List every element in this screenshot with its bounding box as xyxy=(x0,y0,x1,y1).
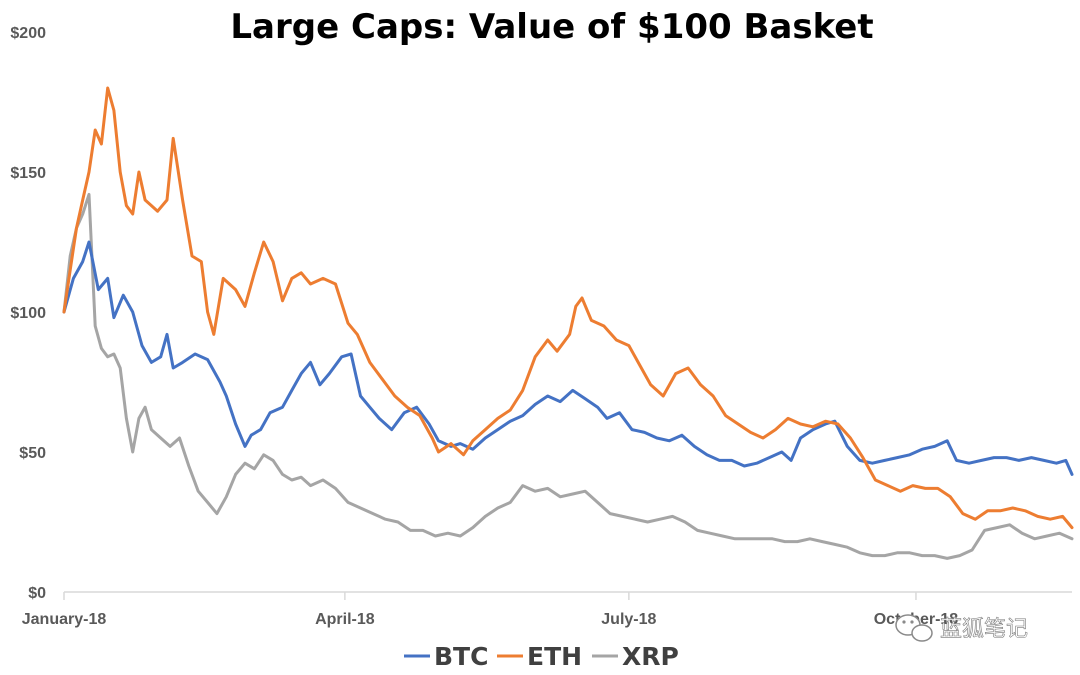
watermark: 蓝狐笔记 xyxy=(895,614,1028,642)
series-lines xyxy=(62,86,1074,560)
y-tick-label: $200 xyxy=(10,25,46,42)
y-tick-label: $50 xyxy=(19,445,46,462)
series-line-xrp xyxy=(62,192,1074,560)
x-tick-label: January-18 xyxy=(22,611,107,628)
series-line-btc xyxy=(62,240,1074,476)
wechat-icon xyxy=(895,614,933,642)
watermark-text: 蓝狐笔记 xyxy=(940,617,1028,642)
series-line-eth xyxy=(62,86,1074,530)
legend-label-xrp: XRP xyxy=(622,642,679,671)
y-axis-ticks: $0 $50 $100 $150 $200 xyxy=(10,25,46,602)
y-tick-label: $150 xyxy=(10,165,46,182)
legend-label-eth: ETH xyxy=(527,642,582,671)
y-tick-label: $100 xyxy=(10,305,46,322)
legend: BTC ETH XRP xyxy=(404,642,679,671)
y-tick-label: $0 xyxy=(28,585,46,602)
chart-title: Large Caps: Value of $100 Basket xyxy=(230,7,873,47)
x-tick-label: July-18 xyxy=(601,611,656,628)
x-tick-label: April-18 xyxy=(315,611,375,628)
legend-label-btc: BTC xyxy=(434,642,488,671)
